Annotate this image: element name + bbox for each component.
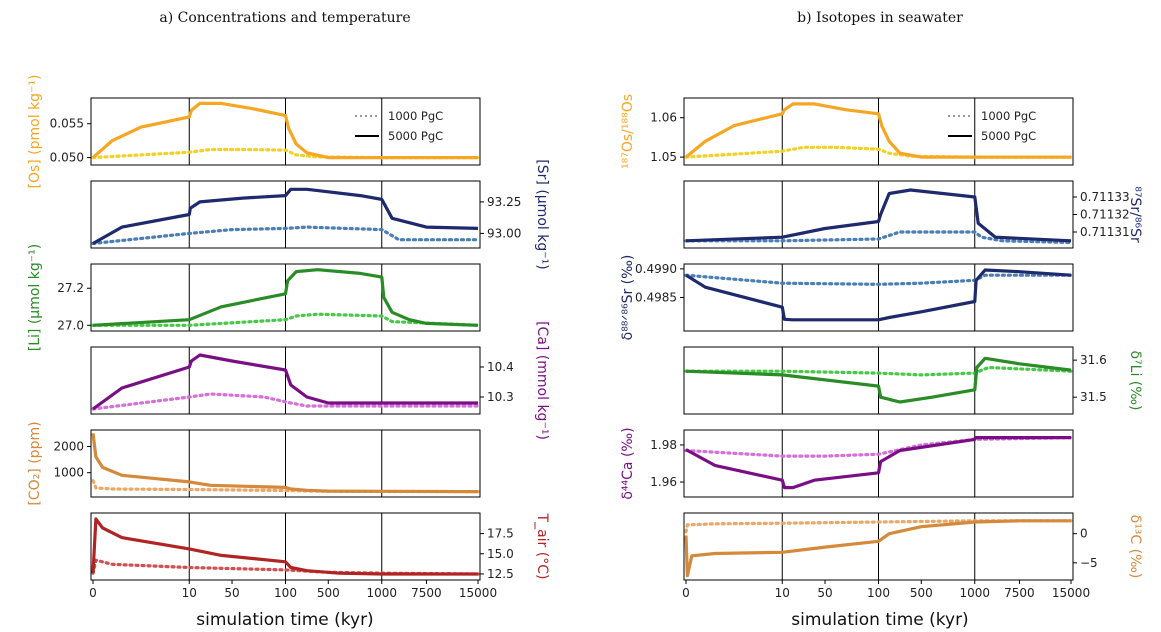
x-tick-label: 100 xyxy=(274,586,297,600)
y-tick-label: 1.98 xyxy=(650,438,677,452)
subplot-d7li: 31.5 31.6 δ⁷Li (‰) xyxy=(683,346,1143,415)
legend-label-5000-pgc: 5000 PgC xyxy=(388,129,443,143)
y-tick-label: 1.06 xyxy=(650,111,677,125)
y-tick-label: 0.71133 xyxy=(1080,190,1130,204)
y-tick-label: −5 xyxy=(1080,556,1098,570)
y-axis-label-d88sr: δ⁸⁸ᐟ⁸⁶Sr (‰) xyxy=(620,255,636,341)
y-axis-label-li: [Li] (μmol kg⁻¹) xyxy=(27,244,43,351)
x-tick-label: 7500 xyxy=(1004,586,1035,600)
y-axis-label-d13c: δ¹³C (‰) xyxy=(1127,515,1143,579)
x-tick-label: 10 xyxy=(182,586,197,600)
x-tick-label: 500 xyxy=(317,586,340,600)
series-1000-pgc-sr xyxy=(91,225,480,246)
subplot-os: 0.050 0.055 [Os] (pmol kg⁻¹) 1000 PgC 5000 P… xyxy=(27,74,481,189)
series-1000-pgc-sr_iso xyxy=(684,230,1073,245)
y-tick-label: 93.00 xyxy=(487,226,521,240)
x-tick-label: 15000 xyxy=(459,586,497,600)
series-5000-pgc-sr_iso xyxy=(685,188,1072,243)
series-5000-pgc-tair xyxy=(91,517,478,576)
x-axis-label-a: simulation time (kyr) xyxy=(196,610,373,630)
subplot-li: 27.0 27.2 [Li] (μmol kg⁻¹) xyxy=(27,244,481,351)
x-tick-label: 500 xyxy=(910,586,933,600)
x-tick-label: 7500 xyxy=(411,586,442,600)
y-tick-label: 0 xyxy=(1080,527,1088,541)
panel-a-title: a) Concentrations and temperature xyxy=(159,10,410,26)
subplot-sr: 93.00 93.25 [Sr] (μmol kg⁻¹) xyxy=(90,159,550,270)
series-5000-pgc-li xyxy=(92,268,479,327)
legend-label-1000-pgc: 1000 PgC xyxy=(388,109,443,123)
series-1000-pgc-ca xyxy=(91,392,480,411)
y-tick-label: 0.050 xyxy=(50,151,84,165)
series-5000-pgc-co2 xyxy=(91,433,479,494)
x-axis-label-b: simulation time (kyr) xyxy=(791,610,968,630)
subplot-d13c: −5 0 δ¹³C (‰) 0 10 50 100 500 1000 7500 15000 xyxy=(682,512,1143,600)
y-tick-label: 1.05 xyxy=(650,150,677,164)
y-axis-label-sr: [Sr] (μmol kg⁻¹) xyxy=(534,159,550,269)
y-axis-label-os: [Os] (pmol kg⁻¹) xyxy=(27,74,43,188)
series-5000-pgc-d88sr xyxy=(685,268,1072,322)
subplot-tair: 12.5 15.0 17.5 T_air (°C) 0 10 50 100 500 1000 750… xyxy=(89,512,550,600)
series-5000-pgc-os xyxy=(91,101,478,160)
subplot-os_iso: 1.05 1.06 ¹⁸⁷Os/¹⁸⁸Os 1000 PgC 5000 PgC xyxy=(620,94,1074,169)
series-1000-pgc-d7li xyxy=(684,365,1073,377)
y-axis-label-os_iso: ¹⁸⁷Os/¹⁸⁸Os xyxy=(620,94,636,169)
y-tick-label: 0.4985 xyxy=(635,291,677,305)
x-tick-label: 100 xyxy=(867,586,890,600)
y-tick-label: 31.6 xyxy=(1080,353,1107,367)
subplot-ca: 10.3 10.4 [Ca] (mmol kg⁻¹) xyxy=(90,321,550,440)
y-tick-label: 12.5 xyxy=(487,567,514,581)
series-5000-pgc-d13c xyxy=(684,519,1071,578)
x-tick-label: 50 xyxy=(224,586,239,600)
series-5000-pgc-sr xyxy=(92,187,479,245)
y-tick-label: 1.96 xyxy=(650,475,677,489)
series-5000-pgc-os_iso xyxy=(684,102,1071,159)
legend-label-1000-pgc: 1000 PgC xyxy=(981,109,1036,123)
series-1000-pgc-li xyxy=(91,312,480,327)
y-tick-label: 27.2 xyxy=(57,281,84,295)
subplots: 0.050 0.055 [Os] (pmol kg⁻¹) 1000 PgC 5000 P… xyxy=(27,74,1143,600)
y-tick-label: 2000 xyxy=(53,439,84,453)
x-tick-label: 50 xyxy=(817,586,832,600)
y-axis-label-d7li: δ⁷Li (‰) xyxy=(1127,350,1143,410)
y-axis-label-d44ca: δ⁴⁴Ca (‰) xyxy=(620,427,636,499)
x-tick-label: 1000 xyxy=(366,586,397,600)
x-tick-label: 1000 xyxy=(959,586,990,600)
legend-label-5000-pgc: 5000 PgC xyxy=(981,129,1036,143)
x-tick-label: 0 xyxy=(89,586,97,600)
y-axis-label-co2: [CO₂] (ppm) xyxy=(27,421,43,505)
series-1000-pgc-d88sr xyxy=(684,273,1073,286)
panel-b-title: b) Isotopes in seawater xyxy=(797,10,963,26)
y-tick-label: 10.3 xyxy=(487,390,514,404)
y-axis-label-tair: T_air (°C) xyxy=(534,513,550,580)
y-tick-label: 27.0 xyxy=(57,318,84,332)
subplot-co2: 1000 2000 [CO₂] (ppm) xyxy=(27,421,481,506)
series-5000-pgc-d44ca xyxy=(685,436,1071,490)
y-tick-label: 0.055 xyxy=(50,117,84,131)
y-tick-label: 0.71131 xyxy=(1080,225,1130,239)
x-tick-label: 0 xyxy=(682,586,690,600)
series-5000-pgc-d7li xyxy=(685,356,1072,404)
series-5000-pgc-ca xyxy=(92,353,478,411)
y-tick-label: 1000 xyxy=(53,466,84,480)
x-tick-label: 15000 xyxy=(1052,586,1090,600)
y-axis-label-ca: [Ca] (mmol kg⁻¹) xyxy=(534,321,550,440)
subplot-d44ca: 1.96 1.98 δ⁴⁴Ca (‰) xyxy=(620,427,1074,500)
y-tick-label: 10.4 xyxy=(487,360,514,374)
y-tick-label: 15.0 xyxy=(487,547,514,561)
y-tick-label: 0.71132 xyxy=(1080,208,1130,222)
y-tick-label: 17.5 xyxy=(487,527,514,541)
y-tick-label: 31.5 xyxy=(1080,390,1107,404)
y-axis-label-sr_iso: ⁸⁷Sr/⁸⁶Sr xyxy=(1127,186,1143,243)
y-tick-label: 93.25 xyxy=(487,195,521,209)
x-tick-label: 10 xyxy=(775,586,790,600)
y-tick-label: 0.4990 xyxy=(635,262,677,276)
